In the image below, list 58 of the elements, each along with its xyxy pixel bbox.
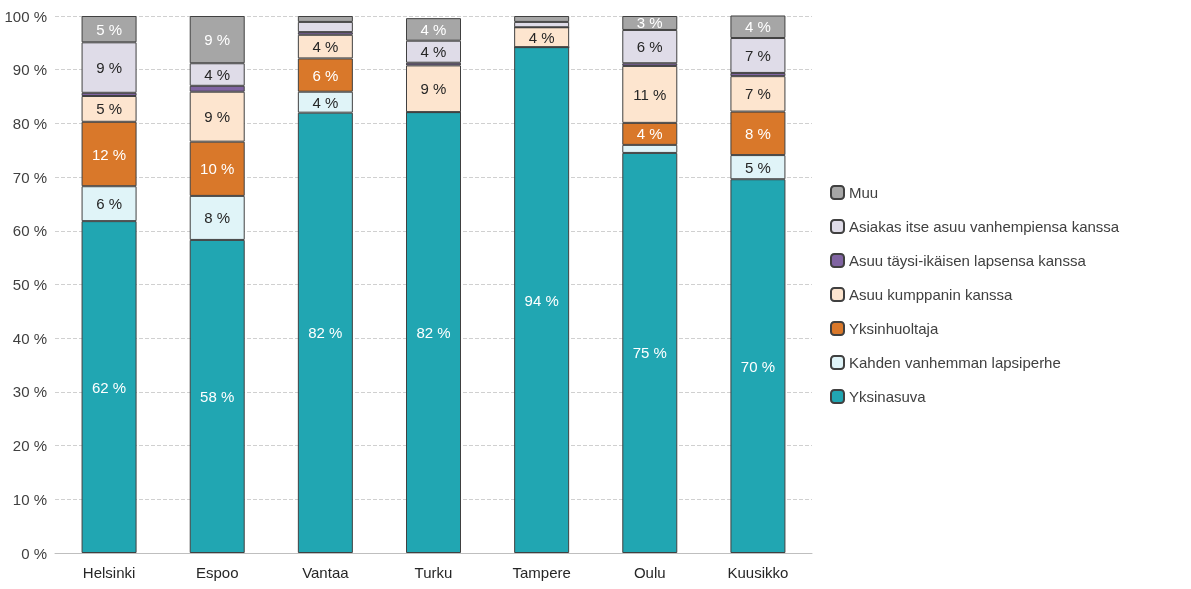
x-tick-label: Turku xyxy=(414,564,453,581)
data-label: 4 % xyxy=(420,43,447,61)
y-tick-label: 100 % xyxy=(4,7,47,25)
y-tick-label: 30 % xyxy=(12,383,47,401)
data-label: 8 % xyxy=(745,124,771,142)
data-label: 4 % xyxy=(636,125,663,143)
data-label: 12 % xyxy=(91,145,127,163)
data-label: 5 % xyxy=(96,100,122,118)
y-tick-label: 70 % xyxy=(12,168,47,186)
legend-label: Asiakas itse asuu vanhempiensa kanssa xyxy=(849,218,1120,235)
data-label: 4 % xyxy=(528,28,555,46)
data-label: 4 % xyxy=(745,18,771,36)
legend-label: Yksinasuva xyxy=(849,388,927,405)
data-label: 62 % xyxy=(91,378,127,396)
legend-label: Asuu täysi-ikäisen lapsensa kanssa xyxy=(849,252,1087,269)
legend-label: Asuu kumppanin kanssa xyxy=(849,286,1014,303)
y-tick-label: 50 % xyxy=(12,276,47,293)
data-label: 4 % xyxy=(312,38,339,56)
data-label: 7 % xyxy=(745,46,771,64)
data-label: 9 % xyxy=(204,31,231,49)
x-tick-label: Helsinki xyxy=(82,564,136,581)
data-label: 6 % xyxy=(312,66,339,84)
x-tick-label: Kuusikko xyxy=(727,564,789,581)
y-tick-label: 0 % xyxy=(21,544,47,562)
y-tick-label: 60 % xyxy=(12,222,47,240)
data-label: 58 % xyxy=(200,387,235,405)
legend-label: Yksinhuoltaja xyxy=(849,320,939,337)
data-label: 6 % xyxy=(636,38,663,56)
x-tick-label: Oulu xyxy=(633,564,666,581)
data-label: 7 % xyxy=(745,85,771,103)
data-label: 5 % xyxy=(745,158,771,176)
data-label: 9 % xyxy=(420,80,447,98)
x-tick-label: Vantaa xyxy=(302,564,350,581)
data-label: 94 % xyxy=(524,291,559,309)
x-tick-label: Tampere xyxy=(512,564,571,581)
legend-label: Kahden vanhemman lapsiperhe xyxy=(849,354,1061,371)
data-label: 82 % xyxy=(416,324,451,342)
x-tick-label: Espoo xyxy=(195,564,239,581)
data-label: 4 % xyxy=(312,93,339,111)
y-tick-label: 20 % xyxy=(12,437,47,455)
data-label: 9 % xyxy=(204,108,231,126)
data-label: 9 % xyxy=(96,59,122,77)
y-tick-label: 80 % xyxy=(12,114,47,132)
data-label: 6 % xyxy=(96,195,122,213)
data-label: 10 % xyxy=(200,160,235,178)
data-label: 82 % xyxy=(308,324,343,342)
data-label: 70 % xyxy=(740,357,776,375)
data-label: 11 % xyxy=(633,85,667,103)
data-label: 4 % xyxy=(420,20,447,38)
data-label: 5 % xyxy=(96,20,122,38)
y-tick-label: 10 % xyxy=(12,490,47,508)
data-label: 4 % xyxy=(204,66,231,84)
data-label: 3 % xyxy=(636,14,663,32)
data-label: 8 % xyxy=(204,209,231,227)
y-tick-label: 90 % xyxy=(12,61,47,79)
data-label: 75 % xyxy=(632,344,667,362)
y-tick-label: 40 % xyxy=(12,329,47,347)
legend-label: Muu xyxy=(849,184,879,201)
